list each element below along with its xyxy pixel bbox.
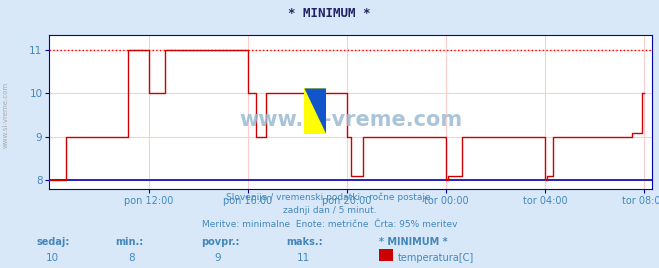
Text: sedaj:: sedaj: [36,237,70,247]
Polygon shape [304,88,326,134]
Text: min.:: min.: [115,237,144,247]
Polygon shape [304,88,326,134]
Text: * MINIMUM *: * MINIMUM * [288,7,371,20]
Text: Meritve: minimalne  Enote: metrične  Črta: 95% meritev: Meritve: minimalne Enote: metrične Črta:… [202,220,457,229]
Text: * MINIMUM *: * MINIMUM * [379,237,447,247]
Text: Slovenija / vremenski podatki - ročne postaje.: Slovenija / vremenski podatki - ročne po… [226,193,433,202]
Text: 8: 8 [129,253,135,263]
Text: 10: 10 [46,253,59,263]
Text: povpr.:: povpr.: [201,237,239,247]
Text: www.si-vreme.com: www.si-vreme.com [2,82,9,148]
Text: 11: 11 [297,253,310,263]
Text: temperatura[C]: temperatura[C] [397,253,474,263]
Text: zadnji dan / 5 minut.: zadnji dan / 5 minut. [283,206,376,215]
Text: maks.:: maks.: [287,237,324,247]
Text: www.si-vreme.com: www.si-vreme.com [239,110,463,130]
Text: 9: 9 [214,253,221,263]
